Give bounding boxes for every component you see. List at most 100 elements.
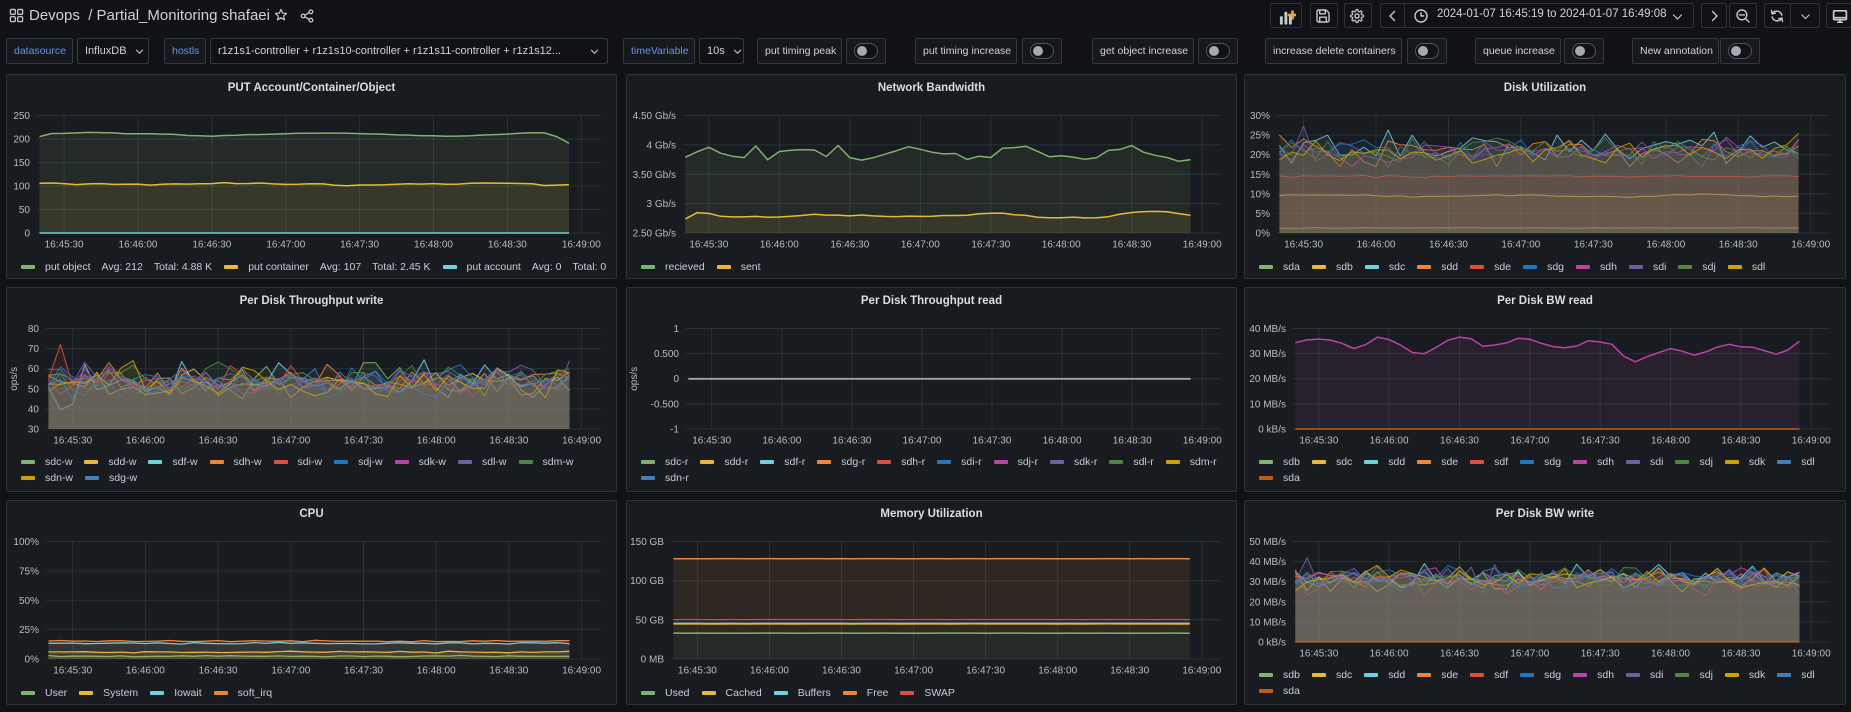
svg-text:16:49:00: 16:49:00 (562, 666, 601, 677)
svg-text:75%: 75% (19, 566, 39, 577)
svg-text:10 MB/s: 10 MB/s (1249, 399, 1286, 410)
svg-text:16:47:30: 16:47:30 (971, 240, 1010, 251)
svg-text:40 MB/s: 40 MB/s (1249, 557, 1286, 568)
svg-text:10%: 10% (1250, 189, 1270, 200)
svg-text:16:45:30: 16:45:30 (53, 666, 92, 677)
svg-text:15%: 15% (1250, 170, 1270, 181)
svg-text:ops/s: ops/s (629, 367, 640, 391)
svg-text:16:47:00: 16:47:00 (266, 240, 305, 251)
svg-text:16:48:00: 16:48:00 (1042, 240, 1081, 251)
svg-text:0: 0 (673, 374, 679, 385)
svg-text:16:46:00: 16:46:00 (126, 436, 165, 447)
svg-text:16:47:00: 16:47:00 (271, 666, 310, 677)
svg-text:25%: 25% (19, 625, 39, 636)
svg-text:16:45:30: 16:45:30 (1299, 649, 1338, 660)
svg-text:50: 50 (28, 384, 40, 395)
svg-text:16:46:30: 16:46:30 (1440, 436, 1479, 447)
svg-text:50 MB/s: 50 MB/s (1249, 537, 1286, 548)
svg-text:ops/s: ops/s (9, 367, 20, 391)
svg-text:2.50 Gb/s: 2.50 Gb/s (633, 229, 676, 240)
svg-text:16:45:30: 16:45:30 (45, 240, 84, 251)
svg-text:16:48:00: 16:48:00 (1038, 666, 1077, 677)
svg-text:16:45:30: 16:45:30 (678, 666, 717, 677)
svg-text:16:47:00: 16:47:00 (1510, 649, 1549, 660)
svg-text:30 MB/s: 30 MB/s (1249, 577, 1286, 588)
svg-text:16:48:00: 16:48:00 (1651, 649, 1690, 660)
svg-text:16:47:30: 16:47:30 (1581, 649, 1620, 660)
svg-text:16:48:30: 16:48:30 (488, 240, 527, 251)
svg-text:16:48:30: 16:48:30 (1721, 649, 1760, 660)
svg-text:16:46:30: 16:46:30 (1440, 649, 1479, 660)
svg-text:250: 250 (13, 111, 30, 122)
svg-text:1: 1 (673, 324, 679, 335)
svg-text:16:47:30: 16:47:30 (966, 666, 1005, 677)
svg-text:16:48:30: 16:48:30 (489, 436, 528, 447)
svg-text:16:49:00: 16:49:00 (562, 240, 601, 251)
svg-text:16:46:30: 16:46:30 (192, 240, 231, 251)
svg-text:16:49:00: 16:49:00 (1791, 240, 1830, 251)
svg-text:16:47:30: 16:47:30 (344, 436, 383, 447)
svg-text:16:49:00: 16:49:00 (1792, 649, 1831, 660)
svg-text:16:47:30: 16:47:30 (344, 666, 383, 677)
svg-text:16:46:30: 16:46:30 (199, 436, 238, 447)
svg-text:16:46:30: 16:46:30 (1429, 240, 1468, 251)
svg-text:0.500: 0.500 (654, 349, 679, 360)
svg-text:16:46:00: 16:46:00 (750, 666, 789, 677)
svg-text:16:48:00: 16:48:00 (417, 436, 456, 447)
svg-text:16:48:00: 16:48:00 (417, 666, 456, 677)
svg-text:100: 100 (13, 182, 30, 193)
svg-text:60: 60 (28, 364, 40, 375)
svg-text:30: 30 (28, 425, 40, 436)
svg-text:16:46:30: 16:46:30 (822, 666, 861, 677)
svg-text:16:47:30: 16:47:30 (973, 436, 1012, 447)
svg-text:50: 50 (19, 205, 31, 216)
svg-text:16:46:00: 16:46:00 (119, 240, 158, 251)
svg-text:16:47:00: 16:47:00 (901, 240, 940, 251)
svg-text:16:49:00: 16:49:00 (1183, 240, 1222, 251)
svg-text:4.50 Gb/s: 4.50 Gb/s (633, 111, 676, 122)
svg-text:150 GB: 150 GB (630, 537, 664, 548)
svg-text:0 kB/s: 0 kB/s (1258, 638, 1286, 649)
svg-text:16:49:00: 16:49:00 (1792, 436, 1831, 447)
svg-text:16:49:00: 16:49:00 (1182, 666, 1221, 677)
svg-text:16:47:30: 16:47:30 (1581, 436, 1620, 447)
svg-text:16:47:00: 16:47:00 (1501, 240, 1540, 251)
svg-text:16:46:30: 16:46:30 (830, 240, 869, 251)
svg-text:3 Gb/s: 3 Gb/s (647, 199, 676, 210)
svg-text:10 MB/s: 10 MB/s (1249, 617, 1286, 628)
svg-text:30 MB/s: 30 MB/s (1249, 349, 1286, 360)
svg-text:40: 40 (28, 404, 40, 415)
svg-text:-0.500: -0.500 (651, 399, 680, 410)
svg-text:20 MB/s: 20 MB/s (1249, 597, 1286, 608)
svg-text:16:48:30: 16:48:30 (489, 666, 528, 677)
svg-text:16:47:00: 16:47:00 (903, 436, 942, 447)
svg-text:20%: 20% (1250, 150, 1270, 161)
svg-text:16:45:30: 16:45:30 (1284, 240, 1323, 251)
svg-text:16:46:30: 16:46:30 (832, 436, 871, 447)
svg-text:16:47:00: 16:47:00 (271, 436, 310, 447)
svg-text:16:48:30: 16:48:30 (1719, 240, 1758, 251)
svg-text:3.50 Gb/s: 3.50 Gb/s (633, 170, 676, 181)
svg-text:0%: 0% (1256, 229, 1271, 240)
svg-text:16:45:30: 16:45:30 (689, 240, 728, 251)
svg-text:4 Gb/s: 4 Gb/s (647, 140, 676, 151)
svg-text:16:45:30: 16:45:30 (692, 436, 731, 447)
svg-text:16:46:00: 16:46:00 (762, 436, 801, 447)
svg-text:16:47:30: 16:47:30 (340, 240, 379, 251)
svg-text:16:49:00: 16:49:00 (562, 436, 601, 447)
svg-text:16:48:00: 16:48:00 (1043, 436, 1082, 447)
svg-text:150: 150 (13, 158, 30, 169)
svg-text:0 MB: 0 MB (641, 655, 665, 666)
svg-text:16:49:00: 16:49:00 (1183, 436, 1222, 447)
svg-text:16:48:00: 16:48:00 (414, 240, 453, 251)
svg-text:30%: 30% (1250, 111, 1270, 122)
svg-text:16:46:00: 16:46:00 (126, 666, 165, 677)
svg-text:16:46:00: 16:46:00 (1357, 240, 1396, 251)
svg-text:16:48:30: 16:48:30 (1110, 666, 1149, 677)
svg-text:20 MB/s: 20 MB/s (1249, 374, 1286, 385)
svg-text:70: 70 (28, 344, 40, 355)
svg-text:16:47:00: 16:47:00 (1510, 436, 1549, 447)
svg-text:16:46:00: 16:46:00 (1370, 649, 1409, 660)
svg-text:16:47:30: 16:47:30 (1574, 240, 1613, 251)
svg-text:50%: 50% (19, 596, 39, 607)
